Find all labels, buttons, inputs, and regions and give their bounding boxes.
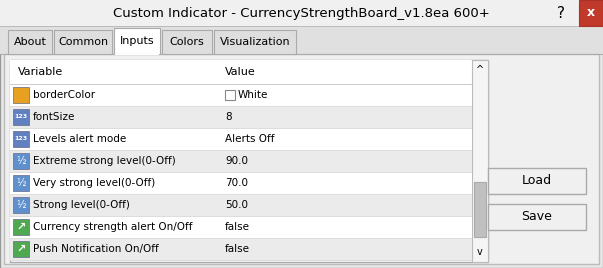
Text: false: false — [225, 222, 250, 232]
Text: ↗: ↗ — [16, 244, 26, 254]
Text: White: White — [238, 90, 268, 100]
Text: Colors: Colors — [169, 37, 204, 47]
Bar — [10, 60, 488, 262]
Text: Alerts Off: Alerts Off — [225, 134, 274, 144]
Bar — [8, 30, 52, 54]
Bar — [115, 54, 159, 55]
Bar — [10, 172, 472, 194]
Bar — [0, 26, 603, 54]
Bar — [10, 106, 472, 128]
Bar — [13, 197, 29, 213]
Bar — [225, 90, 235, 100]
Bar — [10, 260, 472, 261]
Bar — [10, 84, 472, 85]
Bar — [488, 168, 586, 194]
Bar — [13, 131, 29, 147]
Text: Value: Value — [225, 67, 256, 77]
Text: ½: ½ — [16, 200, 26, 210]
Bar — [13, 241, 29, 257]
Text: 123: 123 — [14, 136, 28, 142]
Bar — [10, 150, 472, 151]
Bar — [10, 60, 472, 84]
Text: 50.0: 50.0 — [225, 200, 248, 210]
Bar — [10, 84, 472, 106]
Bar — [10, 216, 472, 238]
Text: ½: ½ — [16, 156, 26, 166]
Bar — [488, 204, 586, 230]
Bar — [214, 30, 296, 54]
Bar — [0, 54, 603, 55]
Text: Strong level(0-Off): Strong level(0-Off) — [33, 200, 130, 210]
Bar — [10, 216, 472, 217]
Bar — [13, 175, 29, 191]
Bar — [13, 153, 29, 169]
Bar — [10, 238, 472, 260]
Text: ?: ? — [557, 6, 565, 20]
Text: Save: Save — [522, 210, 552, 224]
Text: Load: Load — [522, 174, 552, 188]
Bar — [0, 0, 603, 26]
Bar — [162, 30, 212, 54]
Text: Variable: Variable — [18, 67, 63, 77]
Text: 8: 8 — [225, 112, 232, 122]
Text: x: x — [587, 6, 595, 20]
Text: fontSize: fontSize — [33, 112, 75, 122]
Text: Extreme strong level(0-Off): Extreme strong level(0-Off) — [33, 156, 175, 166]
Text: ½: ½ — [16, 178, 26, 188]
Text: 123: 123 — [14, 114, 28, 120]
Bar — [10, 194, 472, 195]
Bar — [579, 0, 603, 26]
Bar — [13, 109, 29, 125]
Text: borderColor: borderColor — [33, 90, 95, 100]
Text: Levels alert mode: Levels alert mode — [33, 134, 126, 144]
Text: About: About — [13, 37, 46, 47]
Bar — [10, 194, 472, 216]
Text: Custom Indicator - CurrencyStrengthBoard_v1.8ea 600+: Custom Indicator - CurrencyStrengthBoard… — [113, 6, 490, 20]
Text: Visualization: Visualization — [219, 37, 290, 47]
Bar — [114, 28, 160, 54]
Bar — [13, 219, 29, 235]
Bar — [10, 172, 472, 173]
Text: Very strong level(0-Off): Very strong level(0-Off) — [33, 178, 155, 188]
Text: v: v — [477, 247, 483, 257]
Text: ↗: ↗ — [16, 222, 26, 232]
Text: ^: ^ — [476, 65, 484, 75]
Text: 70.0: 70.0 — [225, 178, 248, 188]
Text: 90.0: 90.0 — [225, 156, 248, 166]
Bar — [0, 26, 603, 27]
Bar — [13, 87, 29, 103]
Bar — [10, 106, 472, 107]
Text: Push Notification On/Off: Push Notification On/Off — [33, 244, 159, 254]
Bar — [54, 30, 112, 54]
Bar — [10, 128, 472, 150]
Bar — [10, 150, 472, 172]
Text: Common: Common — [58, 37, 108, 47]
Bar — [10, 128, 472, 129]
Text: false: false — [225, 244, 250, 254]
Bar — [4, 54, 599, 264]
Bar — [472, 60, 488, 262]
Bar — [10, 238, 472, 239]
Bar — [474, 182, 486, 237]
Text: Inputs: Inputs — [119, 36, 154, 46]
Text: Currency strength alert On/Off: Currency strength alert On/Off — [33, 222, 192, 232]
